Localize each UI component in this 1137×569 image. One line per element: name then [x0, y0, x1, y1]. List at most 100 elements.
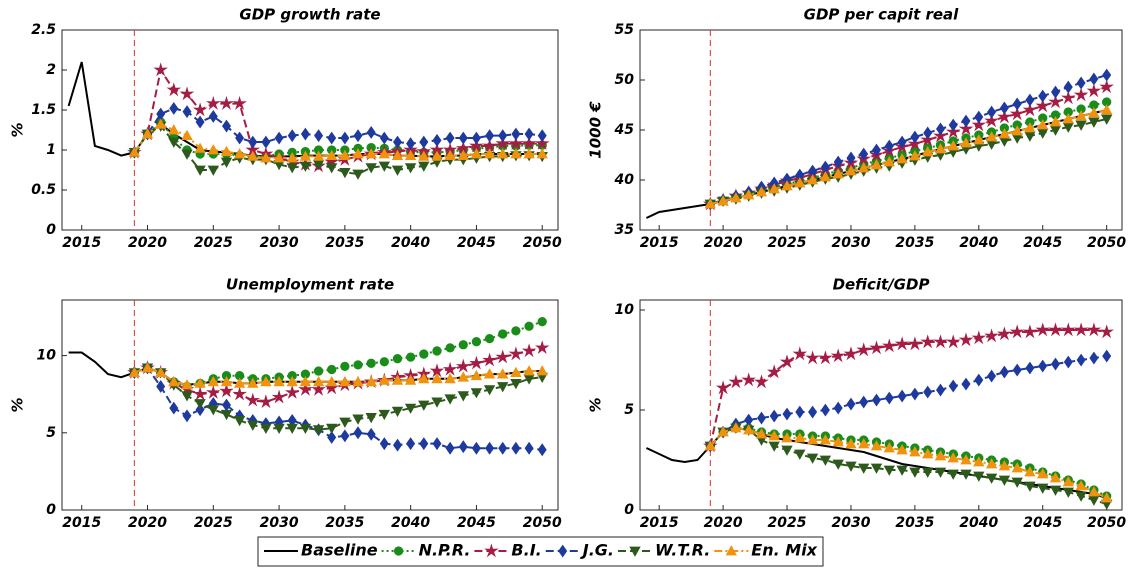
data-point [299, 161, 312, 172]
data-point [933, 334, 948, 349]
data-point [743, 189, 755, 200]
y-tick-label: 35 [615, 222, 635, 238]
data-point [366, 126, 376, 139]
data-point [327, 131, 337, 145]
data-point [1086, 322, 1102, 337]
data-point [846, 151, 856, 165]
legend-label: En. Mix [751, 541, 817, 560]
data-point [156, 379, 166, 393]
data-point [1011, 477, 1023, 488]
data-point [973, 456, 985, 467]
data-point [153, 62, 168, 77]
data-point [948, 118, 958, 132]
x-tick-label: 2025 [768, 235, 807, 251]
data-point [182, 409, 192, 423]
data-point [392, 354, 403, 364]
data-point [1012, 363, 1022, 377]
data-point [1099, 79, 1114, 94]
data-point [536, 148, 548, 159]
data-point [882, 338, 897, 353]
data-point [755, 186, 768, 197]
data-point [521, 343, 537, 358]
data-point [974, 110, 984, 124]
data-point [833, 401, 843, 415]
data-point [870, 159, 883, 170]
data-point [419, 135, 429, 149]
data-point [947, 452, 959, 463]
y-tick-label: 10 [37, 348, 57, 364]
data-point [483, 385, 496, 396]
data-point [483, 148, 496, 159]
data-point [273, 423, 285, 435]
data-point [498, 129, 508, 143]
data-point [393, 135, 402, 149]
data-point [794, 177, 806, 188]
data-point [457, 149, 469, 161]
data-point [445, 343, 455, 353]
data-point [497, 382, 509, 393]
y-tick-label: 40 [614, 172, 635, 188]
data-point [260, 152, 272, 163]
x-tick-label: 2040 [391, 235, 430, 251]
data-point [1062, 476, 1074, 487]
data-point [1009, 324, 1025, 339]
data-point [1075, 491, 1087, 502]
data-point [960, 469, 972, 480]
data-point [537, 316, 547, 327]
data-point [194, 377, 206, 388]
legend-marker [629, 546, 641, 557]
data-point [754, 374, 769, 389]
data-point [194, 165, 206, 176]
data-point [1025, 93, 1035, 107]
data-point [298, 381, 313, 396]
data-point [431, 150, 443, 161]
data-point [314, 129, 324, 143]
data-point [1073, 87, 1089, 102]
data-point [958, 332, 974, 347]
data-point [299, 423, 312, 435]
y-tick-label: 2 [46, 62, 56, 78]
data-point [498, 329, 508, 339]
data-point [769, 409, 779, 423]
data-point [274, 131, 284, 145]
data-point [819, 171, 832, 182]
data-point [896, 444, 908, 455]
data-point [352, 169, 364, 180]
x-tick-label: 2045 [457, 515, 496, 531]
data-point [922, 467, 934, 478]
data-point [884, 391, 894, 405]
data-point [326, 375, 338, 387]
data-point [1102, 68, 1112, 82]
data-point [858, 463, 870, 474]
data-point [495, 349, 511, 364]
data-point [287, 129, 297, 143]
data-point [897, 389, 907, 403]
y-tick-label: 0 [624, 502, 634, 518]
data-point [728, 374, 744, 389]
data-point [284, 385, 300, 399]
chart-title: Unemployment rate [226, 276, 394, 294]
data-point [206, 95, 221, 110]
data-point [999, 365, 1009, 379]
data-point [1038, 89, 1048, 103]
x-tick-label: 2035 [325, 235, 364, 251]
data-point [537, 443, 547, 457]
y-tick-label: 10 [615, 302, 635, 318]
data-point [984, 328, 999, 343]
data-point [391, 406, 404, 418]
data-point [366, 358, 376, 368]
data-point [220, 409, 233, 421]
data-point [311, 381, 326, 396]
data-point [312, 375, 325, 387]
data-point [833, 155, 843, 169]
y-axis-label: 1000 € [587, 101, 605, 159]
data-point [715, 380, 731, 395]
data-point [870, 440, 883, 451]
data-point [431, 397, 443, 408]
data-point [894, 336, 910, 351]
data-point [510, 366, 522, 378]
data-point [934, 450, 947, 461]
data-point [794, 449, 806, 460]
data-point [1063, 80, 1073, 94]
